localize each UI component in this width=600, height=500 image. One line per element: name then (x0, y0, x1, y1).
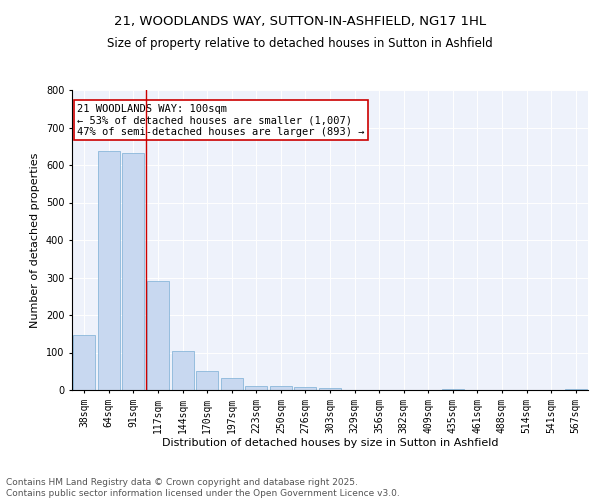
Bar (147, 281, 169, 390)
Bar (565, 389, 587, 390)
Bar (245, 386, 268, 390)
Bar (98, 151, 120, 390)
Bar (295, 387, 316, 390)
Text: 21 WOODLANDS WAY: 100sqm
← 53% of detached houses are smaller (1,007)
47% of sem: 21 WOODLANDS WAY: 100sqm ← 53% of detach… (77, 104, 365, 136)
Bar (319, 388, 341, 390)
Text: Size of property relative to detached houses in Sutton in Ashfield: Size of property relative to detached ho… (107, 38, 493, 51)
Bar (221, 378, 243, 390)
Bar (270, 386, 292, 390)
Bar (442, 389, 464, 390)
Text: 21, WOODLANDS WAY, SUTTON-IN-ASHFIELD, NG17 1HL: 21, WOODLANDS WAY, SUTTON-IN-ASHFIELD, N… (114, 15, 486, 28)
Bar (172, 352, 194, 390)
Bar (122, 153, 145, 390)
Bar (196, 371, 218, 390)
Text: Contains HM Land Registry data © Crown copyright and database right 2025.
Contai: Contains HM Land Registry data © Crown c… (6, 478, 400, 498)
X-axis label: Distribution of detached houses by size in Sutton in Ashfield: Distribution of detached houses by size … (162, 438, 498, 448)
Y-axis label: Number of detached properties: Number of detached properties (31, 152, 40, 328)
Bar (73, 334, 95, 390)
